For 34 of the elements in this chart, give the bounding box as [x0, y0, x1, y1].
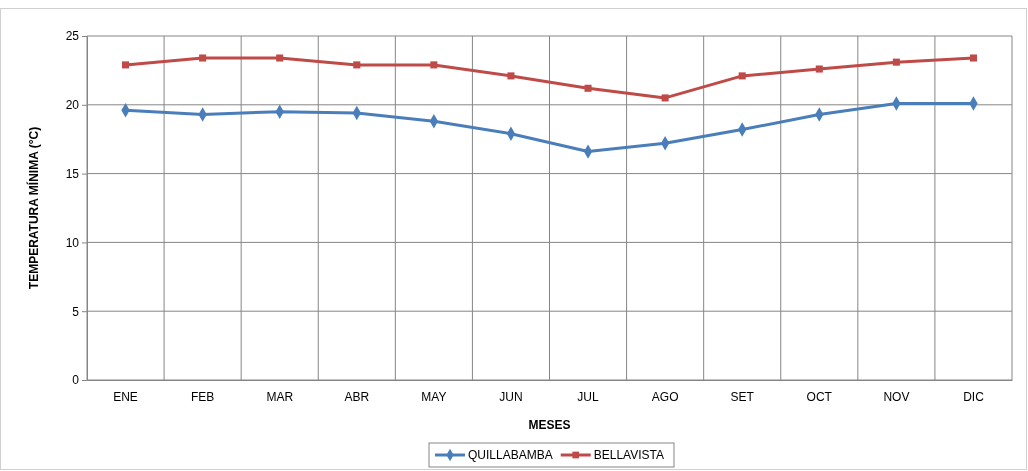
point: [430, 61, 438, 69]
x-tick-label: FEB: [190, 389, 215, 404]
x-tick-label: ENE: [113, 389, 138, 404]
point: [584, 84, 592, 92]
point: [276, 54, 284, 62]
point: [738, 72, 746, 80]
point: [353, 61, 361, 69]
x-tick-label: DIC: [963, 389, 985, 404]
x-tick-label: ABR: [344, 389, 370, 404]
x-tick-label: SET: [730, 389, 755, 404]
point: [815, 65, 823, 73]
y-tick-label: 15: [65, 166, 80, 181]
x-tick-label: MAY: [421, 389, 447, 404]
x-axis-title: MESES: [528, 418, 571, 432]
point: [661, 94, 669, 102]
x-tick-label: MAR: [266, 389, 294, 404]
y-tick-label: 0: [72, 373, 80, 388]
x-tick-label: OCT: [806, 389, 833, 404]
point: [892, 58, 900, 66]
x-tick-label: JUN: [499, 389, 523, 404]
y-tick-label: 10: [65, 235, 80, 250]
x-tick-label: AGO: [651, 389, 679, 404]
point: [969, 54, 977, 62]
y-axis-title: TEMPERATURA MÍNIMA (°C): [26, 126, 41, 290]
y-tick-label: 20: [65, 98, 80, 113]
y-tick-label: 5: [72, 304, 80, 319]
x-tick-label: NOV: [883, 389, 910, 404]
point: [199, 54, 207, 62]
legend-label: BELLAVISTA: [593, 448, 664, 462]
point: [507, 72, 515, 80]
legend-label: QUILLABAMBA: [468, 448, 553, 462]
point: [122, 61, 130, 69]
y-tick-label: 25: [65, 29, 80, 44]
x-tick-label: JUL: [577, 389, 600, 404]
